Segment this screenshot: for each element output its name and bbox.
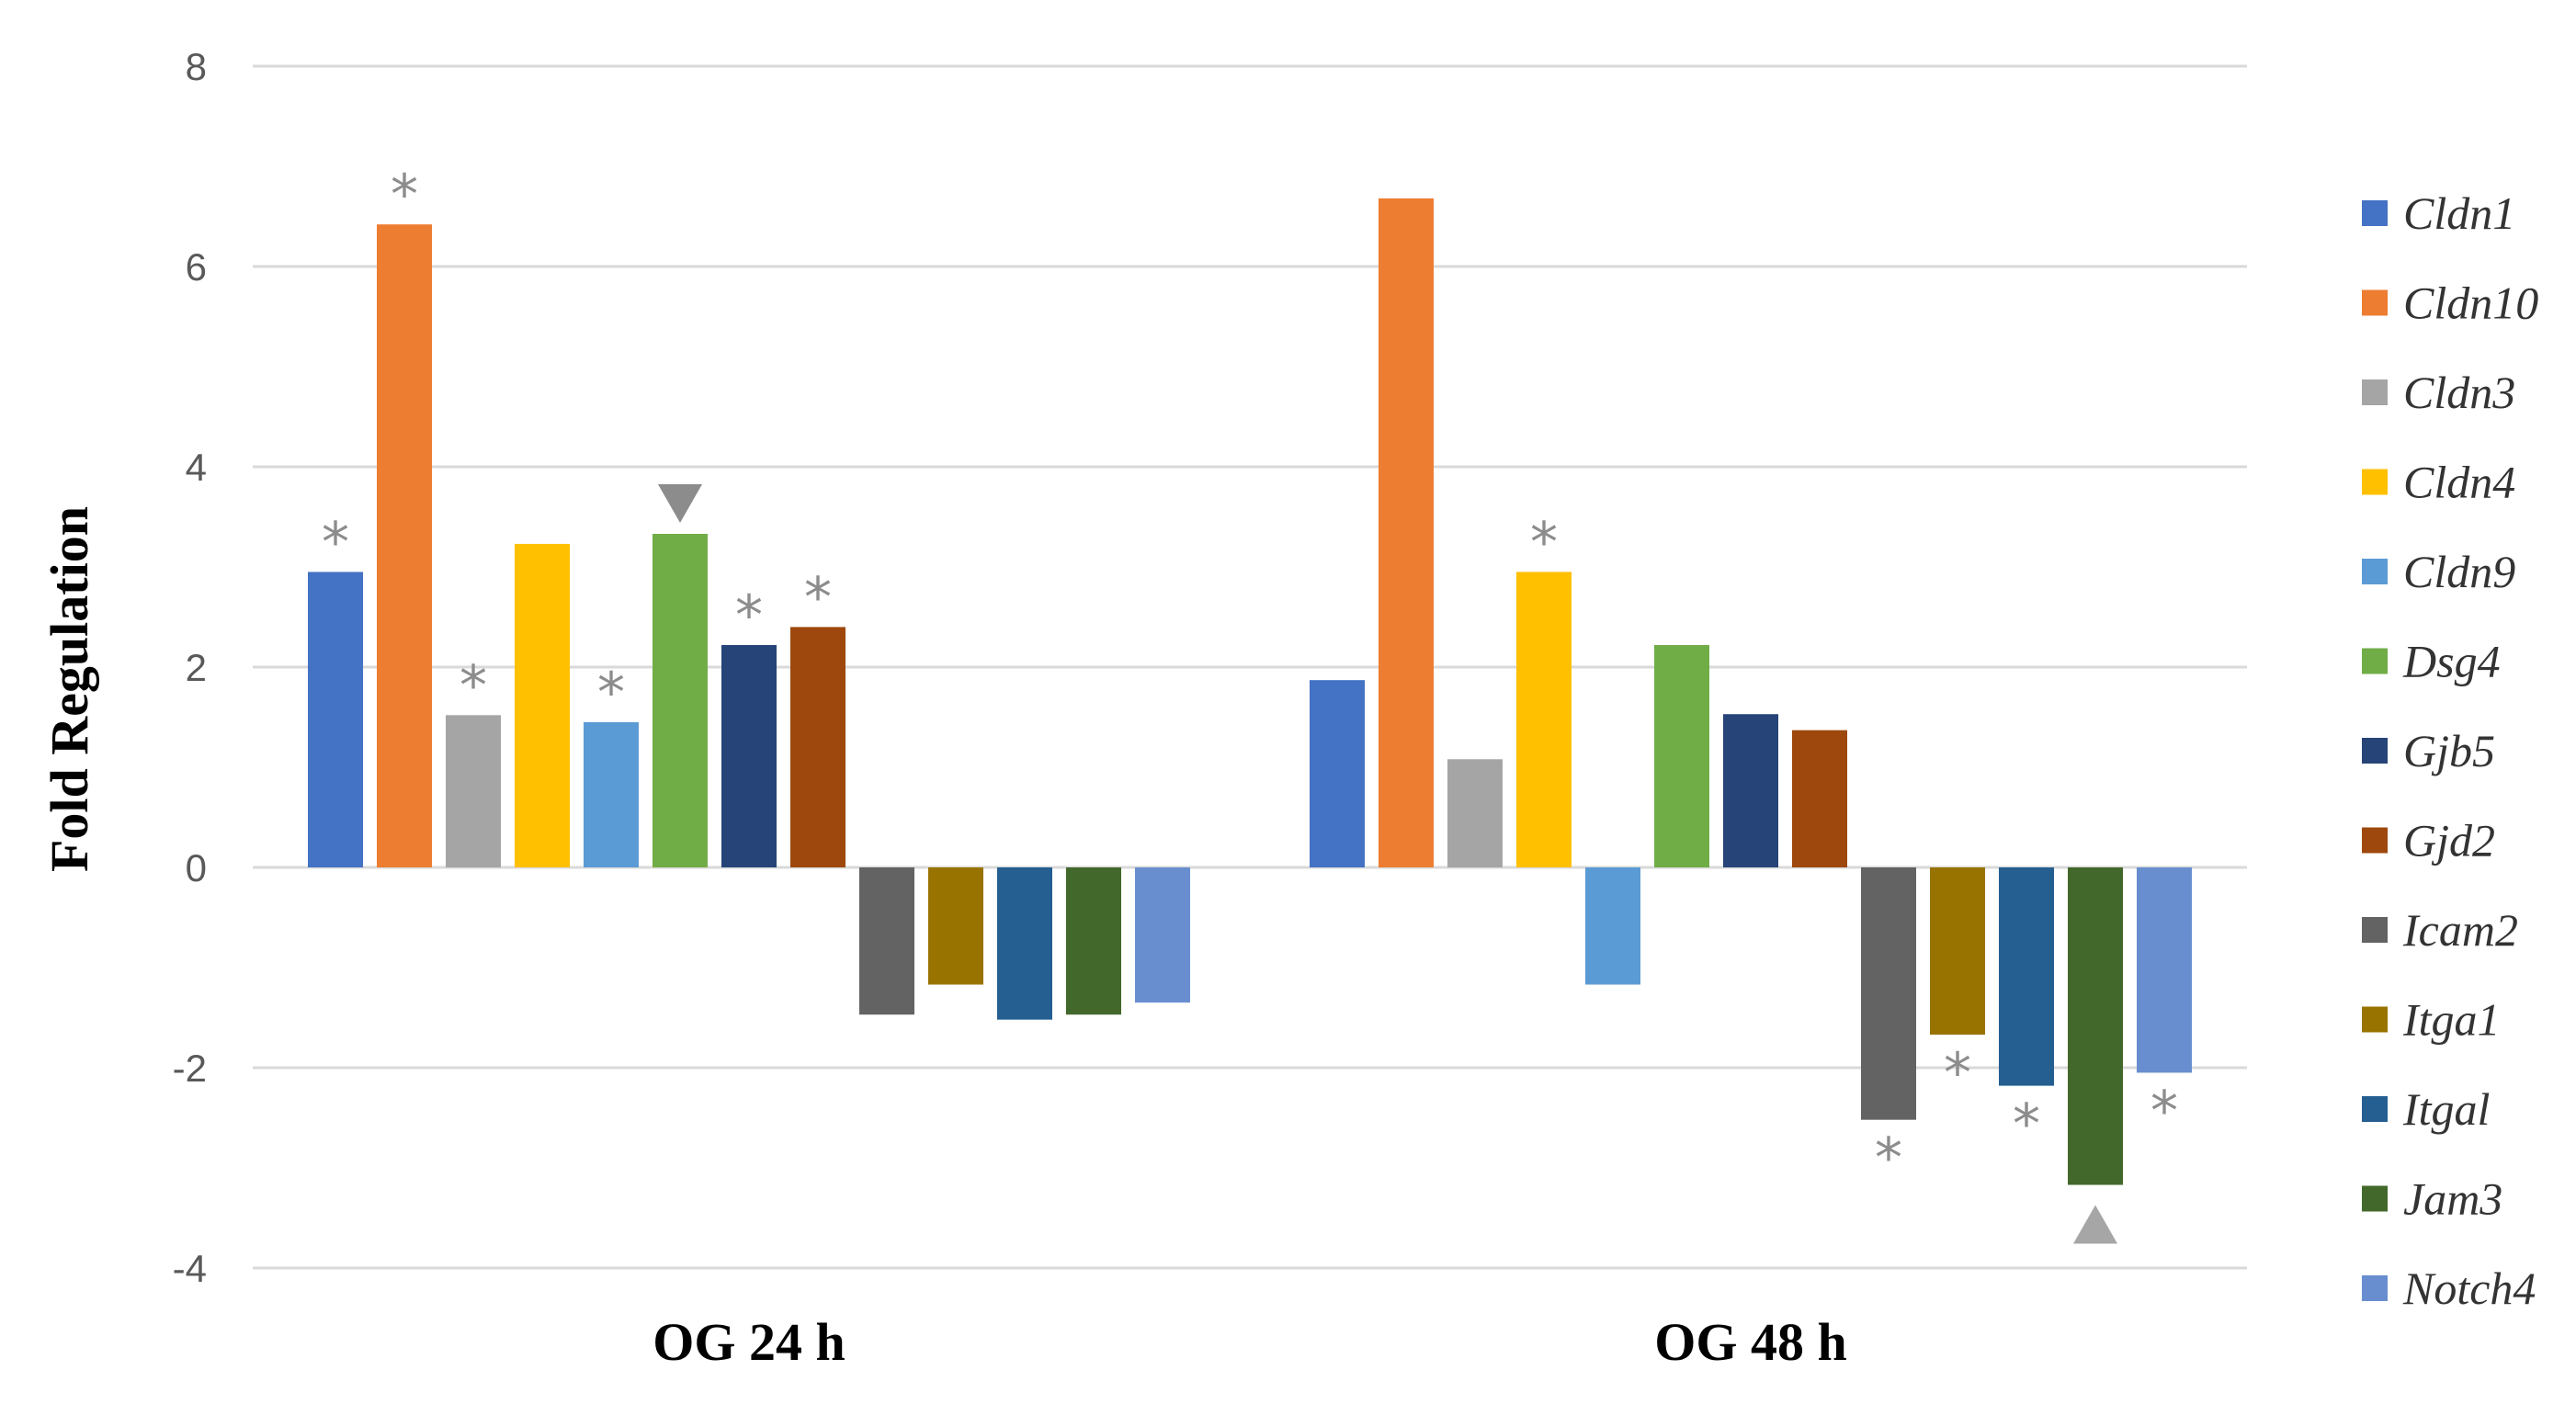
- legend-swatch-cldn10: [2362, 289, 2388, 316]
- legend-swatch-gjd2: [2362, 827, 2388, 854]
- y-tick-label: 8: [186, 45, 207, 88]
- legend-label-itgal: Itgal: [2402, 1083, 2490, 1135]
- legend-label-cldn9: Cldn9: [2403, 546, 2515, 597]
- bar-gjd2-og24h: [790, 627, 845, 867]
- legend-swatch-jam3: [2362, 1185, 2388, 1212]
- bar-notch4-og24h: [1135, 867, 1190, 1003]
- significance-asterisk: *: [2013, 1093, 2040, 1157]
- bar-itgal-og48h: [1999, 867, 2054, 1086]
- legend-label-gjd2: Gjd2: [2403, 815, 2495, 866]
- bar-cldn3-og24h: [446, 715, 501, 867]
- significance-asterisk: *: [1530, 510, 1558, 574]
- bar-itga1-og48h: [1930, 867, 1985, 1036]
- legend-label-dsg4: Dsg4: [2402, 636, 2501, 687]
- bar-cldn10-og24h: [377, 224, 432, 868]
- label-layer: OG 24 h OG 48 h: [653, 1312, 1847, 1372]
- legend-label-cldn3: Cldn3: [2403, 367, 2515, 418]
- x-category-label: OG 48 h: [1654, 1312, 1847, 1372]
- legend-swatch-itgal: [2362, 1096, 2388, 1122]
- bar-cldn9-og48h: [1585, 867, 1640, 985]
- legend: Cldn1 Cldn10 Cldn3 Cldn4 Cldn9 Dsg4 Gjb5 Gjd2 Ic…: [2362, 187, 2538, 1314]
- bar-dsg4-og24h: [653, 534, 708, 867]
- legend-swatch-dsg4: [2362, 648, 2388, 674]
- bar-jam3-og48h: [2068, 867, 2123, 1185]
- bar-jam3-og24h: [1066, 867, 1121, 1015]
- y-tick-label: -2: [173, 1047, 207, 1090]
- bar-cldn3-og48h: [1447, 759, 1503, 867]
- legend-swatch-gjb5: [2362, 738, 2388, 764]
- y-tick-label: -4: [173, 1247, 207, 1290]
- legend-label-icam2: Icam2: [2402, 904, 2518, 956]
- legend-swatch-icam2: [2362, 917, 2388, 943]
- bar-gjd2-og48h: [1792, 730, 1847, 867]
- bar-itga1-og24h: [928, 867, 983, 985]
- significance-asterisk: *: [804, 565, 832, 629]
- legend-label-itga1: Itga1: [2402, 994, 2501, 1046]
- significance-asterisk: *: [391, 163, 418, 227]
- significance-asterisk: *: [322, 510, 349, 574]
- y-tick-label: 6: [186, 245, 207, 289]
- y-axis-label: Fold Regulation: [40, 506, 99, 872]
- bar-cldn4-og48h: [1516, 572, 1572, 867]
- significance-asterisk: *: [2150, 1079, 2178, 1143]
- significance-asterisk: *: [597, 661, 625, 725]
- bar-icam2-og24h: [859, 867, 914, 1015]
- bar-itgal-og24h: [997, 867, 1052, 1020]
- bar-cldn10-og48h: [1379, 198, 1434, 867]
- legend-label-cldn4: Cldn4: [2403, 457, 2515, 508]
- y-tick-label: 4: [186, 446, 207, 489]
- legend-label-notch4: Notch4: [2402, 1262, 2536, 1314]
- bar-cldn9-og24h: [584, 721, 639, 867]
- bar-dsg4-og48h: [1654, 645, 1709, 867]
- legend-label-cldn10: Cldn10: [2403, 277, 2538, 329]
- significance-asterisk: *: [460, 653, 487, 718]
- bar-notch4-og48h: [2137, 867, 2192, 1073]
- x-category-label: OG 24 h: [653, 1312, 845, 1372]
- y-tick-label: 2: [186, 646, 207, 689]
- legend-swatch-cldn4: [2362, 469, 2388, 495]
- significance-asterisk: *: [735, 583, 763, 648]
- significance-asterisk: *: [1944, 1041, 1971, 1105]
- legend-swatch-cldn3: [2362, 379, 2388, 405]
- legend-swatch-notch4: [2362, 1275, 2388, 1301]
- bar-layer: [308, 198, 2192, 1185]
- marker-triangle-down: [658, 484, 702, 524]
- grid-layer: 8 6 4 2 0 -2 -4: [173, 45, 2247, 1290]
- legend-swatch-cldn1: [2362, 200, 2388, 226]
- significance-asterisk: *: [1875, 1127, 1902, 1191]
- legend-label-jam3: Jam3: [2403, 1173, 2502, 1225]
- marker-layer: * * * * * * * * * * *: [322, 163, 2178, 1244]
- bar-cldn1-og24h: [308, 572, 363, 867]
- bar-cldn4-og24h: [515, 543, 570, 867]
- bar-gjb5-og24h: [721, 645, 777, 867]
- legend-swatch-itga1: [2362, 1006, 2388, 1033]
- bar-cldn1-og48h: [1310, 680, 1365, 867]
- marker-triangle-up: [2073, 1205, 2117, 1244]
- bar-gjb5-og48h: [1723, 714, 1778, 867]
- legend-swatch-cldn9: [2362, 559, 2388, 584]
- legend-label-gjb5: Gjb5: [2403, 725, 2495, 776]
- bar-icam2-og48h: [1861, 867, 1916, 1120]
- y-tick-label: 0: [186, 846, 207, 889]
- legend-label-cldn1: Cldn1: [2403, 187, 2515, 239]
